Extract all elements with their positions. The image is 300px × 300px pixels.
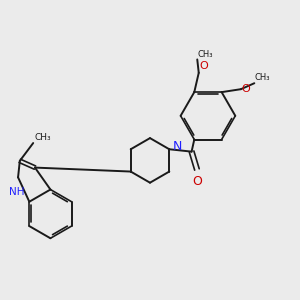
Text: O: O bbox=[199, 61, 208, 71]
Text: CH₃: CH₃ bbox=[198, 50, 213, 58]
Text: N: N bbox=[172, 140, 182, 153]
Text: O: O bbox=[242, 84, 250, 94]
Text: NH: NH bbox=[9, 187, 24, 197]
Text: O: O bbox=[193, 175, 202, 188]
Text: CH₃: CH₃ bbox=[35, 133, 51, 142]
Text: CH₃: CH₃ bbox=[255, 73, 270, 82]
